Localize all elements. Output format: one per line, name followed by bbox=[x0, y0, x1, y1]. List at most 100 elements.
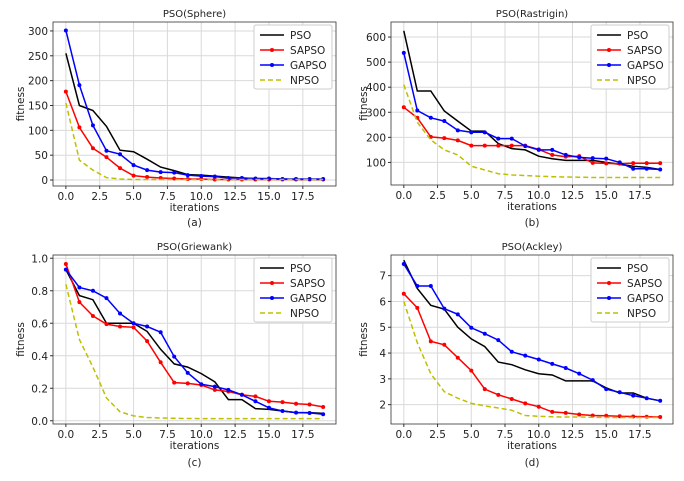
legend-marker bbox=[270, 63, 274, 67]
legend-marker bbox=[607, 281, 611, 285]
x-tick-label: 0.0 bbox=[395, 429, 412, 441]
data-point-sapso bbox=[482, 387, 487, 392]
data-point-sapso bbox=[185, 381, 190, 386]
x-tick-label: 17.5 bbox=[628, 190, 651, 202]
data-point-gapso bbox=[496, 338, 501, 343]
data-point-sapso bbox=[172, 176, 177, 181]
data-point-gapso bbox=[226, 387, 231, 392]
data-point-gapso bbox=[469, 325, 474, 330]
x-tick-label: 5.0 bbox=[125, 429, 142, 441]
data-point-gapso bbox=[563, 366, 568, 371]
x-tick-label: 12.5 bbox=[223, 191, 246, 203]
series-line-npso bbox=[65, 284, 324, 420]
data-point-gapso bbox=[307, 177, 312, 182]
data-point-sapso bbox=[90, 313, 95, 318]
x-tick-label: 17.5 bbox=[291, 191, 314, 203]
series-line-gapso bbox=[65, 269, 324, 416]
data-point-gapso bbox=[118, 311, 123, 316]
legend-marker bbox=[607, 63, 611, 67]
x-axis-label: iterations bbox=[507, 440, 557, 452]
data-point-gapso bbox=[118, 152, 123, 157]
legend-label: PSO bbox=[290, 30, 311, 42]
legend: PSO SAPSO GAPSO NPSO bbox=[253, 24, 333, 90]
data-point-gapso bbox=[401, 262, 406, 267]
data-point-gapso bbox=[523, 353, 528, 358]
data-point-sapso bbox=[145, 175, 150, 180]
data-point-gapso bbox=[523, 144, 528, 149]
data-point-gapso bbox=[536, 147, 541, 152]
legend-label: SAPSO bbox=[627, 278, 662, 290]
y-tick-label: 500 bbox=[366, 57, 386, 69]
series-line-npso bbox=[403, 301, 661, 419]
legend-label: GAPSO bbox=[627, 60, 664, 72]
data-point-sapso bbox=[77, 300, 82, 305]
data-point-gapso bbox=[294, 410, 299, 415]
data-point-sapso bbox=[401, 291, 406, 296]
data-point-gapso bbox=[482, 331, 487, 336]
data-point-gapso bbox=[442, 119, 447, 124]
data-point-gapso bbox=[77, 285, 82, 290]
y-tick-label: 400 bbox=[366, 82, 386, 94]
data-point-sapso bbox=[104, 322, 109, 327]
data-point-gapso bbox=[77, 83, 82, 88]
chart-title: PSO(Rastrigin) bbox=[496, 9, 568, 20]
x-tick-label: 0.0 bbox=[58, 429, 75, 441]
data-point-gapso bbox=[631, 166, 636, 171]
legend-marker bbox=[607, 296, 611, 300]
y-tick-label: 150 bbox=[28, 100, 48, 112]
legend-label: GAPSO bbox=[627, 293, 664, 305]
data-point-gapso bbox=[131, 163, 136, 168]
y-tick-label: 100 bbox=[28, 125, 48, 137]
x-tick-label: 5.0 bbox=[125, 191, 142, 203]
data-point-gapso bbox=[644, 166, 649, 171]
subplot-3: 0.0 2.5 5.0 7.5 10.0 12.5 15.0 17.5 2 3 4 5 6 7 PSO(Ac… bbox=[358, 242, 674, 469]
series-line-sapso bbox=[65, 91, 324, 181]
legend-label: NPSO bbox=[290, 75, 319, 87]
x-tick-label: 12.5 bbox=[561, 190, 584, 202]
y-tick-label: 200 bbox=[366, 132, 386, 144]
data-point-gapso bbox=[199, 174, 204, 179]
data-point-sapso bbox=[104, 155, 109, 160]
y-axis-label: fitness bbox=[358, 322, 370, 357]
y-axis-label: fitness bbox=[358, 86, 370, 121]
data-point-gapso bbox=[469, 130, 474, 135]
x-tick-label: 17.5 bbox=[628, 429, 651, 441]
plot-frame bbox=[390, 254, 674, 425]
data-point-gapso bbox=[550, 361, 555, 366]
data-point-sapso bbox=[63, 89, 68, 94]
data-point-sapso bbox=[442, 136, 447, 141]
data-point-sapso bbox=[563, 410, 568, 415]
data-point-gapso bbox=[185, 173, 190, 178]
x-tick-label: 15.0 bbox=[595, 190, 618, 202]
y-tick-label: 200 bbox=[28, 76, 48, 88]
data-point-sapso bbox=[496, 392, 501, 397]
legend-box bbox=[590, 257, 670, 323]
data-point-gapso bbox=[644, 396, 649, 401]
data-point-sapso bbox=[77, 125, 82, 130]
data-point-sapso bbox=[509, 396, 514, 401]
data-point-sapso bbox=[658, 161, 663, 166]
y-tick-label: 0.0 bbox=[31, 416, 48, 428]
data-point-sapso bbox=[523, 401, 528, 406]
data-point-gapso bbox=[631, 393, 636, 398]
subplot-caption: (d) bbox=[525, 457, 540, 469]
y-tick-label: 1.0 bbox=[31, 253, 48, 265]
data-point-sapso bbox=[658, 415, 663, 420]
data-point-sapso bbox=[469, 143, 474, 148]
legend: PSO SAPSO GAPSO NPSO bbox=[253, 257, 333, 323]
data-point-gapso bbox=[63, 28, 68, 33]
x-tick-label: 2.5 bbox=[91, 191, 108, 203]
data-point-gapso bbox=[604, 387, 609, 392]
data-point-gapso bbox=[401, 50, 406, 55]
legend-label: GAPSO bbox=[290, 60, 327, 72]
data-point-sapso bbox=[550, 409, 555, 414]
data-point-gapso bbox=[428, 115, 433, 120]
x-axis-label: iterations bbox=[170, 202, 220, 214]
data-point-sapso bbox=[550, 152, 555, 157]
y-tick-label: 0.8 bbox=[31, 286, 48, 298]
data-point-gapso bbox=[604, 156, 609, 161]
legend-box bbox=[253, 24, 333, 90]
data-point-sapso bbox=[455, 138, 460, 143]
data-point-sapso bbox=[631, 161, 636, 166]
data-point-gapso bbox=[212, 174, 217, 179]
